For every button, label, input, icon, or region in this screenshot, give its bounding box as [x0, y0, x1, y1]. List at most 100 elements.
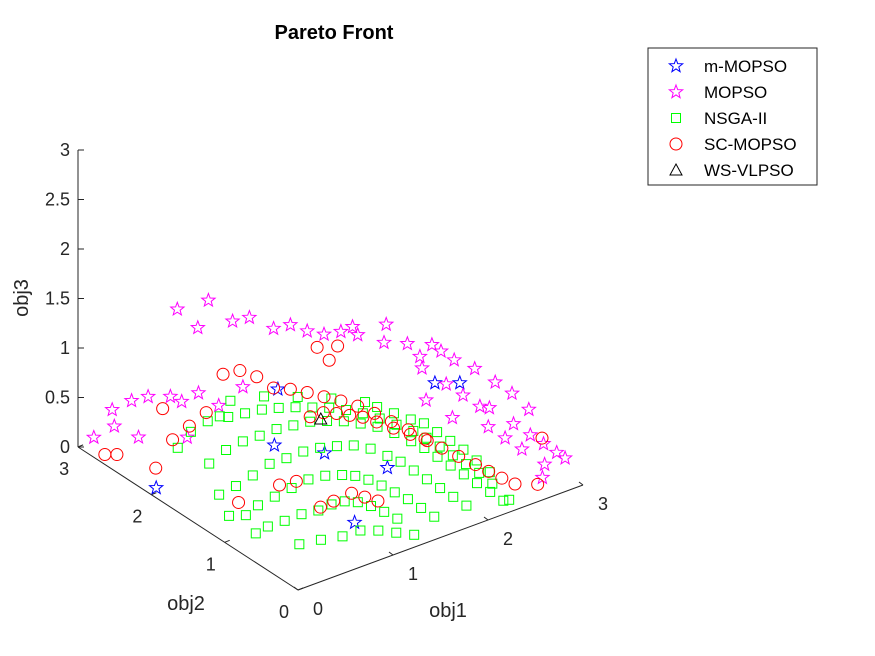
data-point	[265, 320, 282, 336]
data-point	[504, 494, 515, 505]
data-point	[241, 309, 258, 325]
data-point	[110, 448, 124, 462]
data-point	[331, 339, 345, 353]
data-point	[498, 495, 509, 506]
data-point	[351, 399, 365, 413]
legend-box	[647, 47, 818, 186]
data-point	[408, 465, 419, 476]
data-point	[365, 443, 376, 454]
data-point	[279, 515, 290, 526]
data-point	[300, 385, 314, 399]
data-point	[332, 323, 349, 339]
data-point	[355, 418, 366, 429]
data-point	[313, 411, 328, 425]
data-point	[447, 450, 458, 461]
data-point	[262, 521, 273, 532]
data-point	[472, 478, 483, 489]
data-point	[482, 464, 496, 478]
data-point	[508, 477, 522, 491]
x-tick-mark	[578, 481, 584, 486]
data-point	[204, 458, 215, 469]
y-tick-label: 2	[132, 507, 142, 527]
data-point	[480, 418, 497, 434]
legend: m-MOPSO MOPSO NSGA-II SC-MOPSO WS-VLPSO	[647, 47, 818, 186]
data-point	[252, 500, 263, 511]
data-point	[372, 402, 383, 413]
data-point	[458, 469, 469, 480]
data-point	[216, 367, 230, 381]
data-point	[331, 441, 342, 452]
data-point	[471, 455, 482, 466]
data-point	[326, 499, 337, 510]
data-point	[123, 392, 140, 408]
data-point	[322, 353, 336, 367]
data-point	[358, 490, 372, 504]
data-point	[292, 391, 303, 402]
data-point	[98, 448, 112, 462]
data-point	[299, 322, 316, 338]
y-tick-mark	[77, 444, 84, 448]
data-point	[435, 483, 446, 494]
data-point	[233, 364, 247, 378]
data-point	[382, 450, 393, 461]
data-point	[384, 415, 398, 429]
data-point	[458, 444, 469, 455]
data-point	[350, 470, 361, 481]
data-point	[376, 334, 393, 350]
data-point	[298, 446, 309, 457]
data-point	[548, 444, 565, 460]
data-point	[481, 399, 498, 415]
data-point	[557, 449, 574, 465]
data-point	[536, 455, 553, 472]
x-tick-label: 1	[408, 564, 418, 584]
data-point	[210, 397, 227, 413]
x-axis-line	[297, 484, 584, 591]
data-point	[271, 424, 282, 435]
data-point	[497, 429, 514, 445]
data-point	[355, 525, 366, 536]
data-point	[232, 495, 246, 509]
data-point	[223, 411, 234, 422]
x-tick-mark	[388, 551, 394, 556]
data-point	[259, 391, 270, 402]
data-point	[190, 384, 207, 400]
legend-label: m-MOPSO	[704, 57, 787, 76]
data-point	[230, 481, 241, 492]
data-point	[535, 435, 552, 451]
y-axis-line	[77, 446, 299, 591]
z-tick-label: 0.5	[45, 388, 70, 408]
data-point	[256, 404, 267, 415]
data-point	[234, 378, 251, 394]
data-point	[240, 510, 251, 521]
data-point	[254, 430, 265, 441]
data-point	[388, 408, 399, 419]
legend-marker-m-mopso	[667, 57, 685, 73]
data-point	[281, 453, 292, 464]
data-point	[148, 479, 165, 495]
data-point	[343, 408, 357, 422]
data-point	[395, 456, 406, 467]
data-point	[403, 427, 417, 441]
series-m-mopso	[148, 374, 468, 530]
data-point	[378, 315, 395, 332]
data-point	[445, 460, 456, 471]
data-point	[307, 402, 318, 413]
data-point	[426, 374, 443, 390]
data-point	[418, 432, 432, 446]
data-point	[214, 411, 225, 422]
data-point	[106, 417, 123, 434]
data-point	[264, 458, 275, 469]
data-point	[387, 421, 401, 435]
data-point	[446, 351, 463, 367]
data-point	[535, 431, 549, 445]
data-point	[247, 470, 258, 481]
data-point	[149, 461, 163, 475]
data-point	[376, 480, 387, 491]
x-tick-mark	[293, 586, 299, 591]
data-point	[420, 434, 434, 448]
data-point	[345, 486, 359, 500]
data-point	[474, 467, 485, 478]
data-point	[360, 397, 371, 408]
data-point	[313, 505, 324, 516]
data-point	[316, 444, 333, 460]
